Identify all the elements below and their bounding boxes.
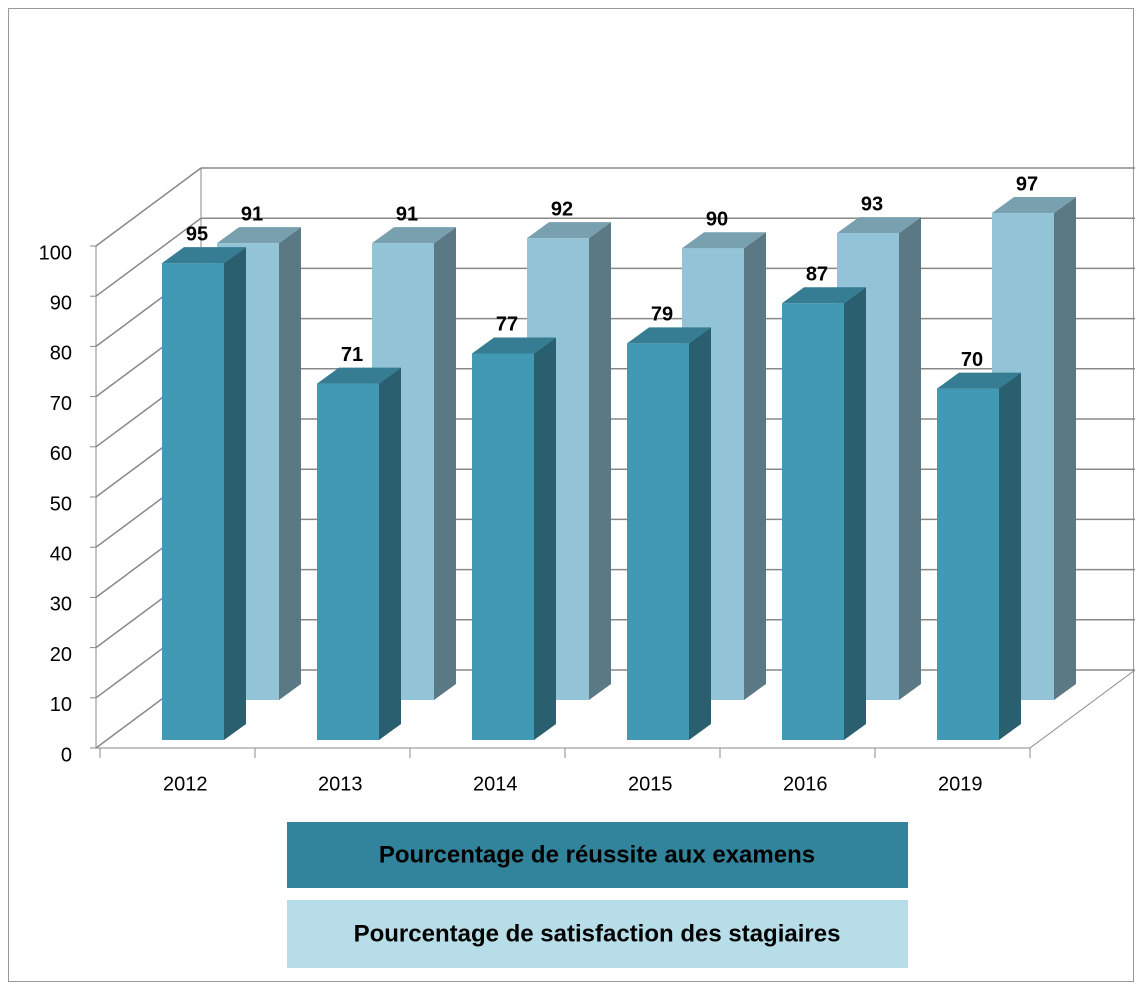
bar-top (937, 372, 1021, 389)
y-tick-label: 70 (50, 393, 72, 415)
bar-side (379, 367, 401, 740)
x-tick-label: 2015 (628, 773, 673, 795)
data-label: 95 (186, 223, 208, 245)
x-tick-label: 2016 (783, 773, 828, 795)
bar-top (782, 287, 866, 304)
x-tick-label: 2014 (473, 773, 518, 795)
bar-top (217, 227, 301, 244)
bar (162, 263, 224, 740)
legend-label: Pourcentage de réussite aux examens (379, 841, 815, 868)
bar-top (837, 217, 921, 234)
data-label: 92 (551, 198, 573, 220)
y-tick-label: 0 (61, 744, 72, 766)
bar-side (434, 227, 456, 700)
x-tick-label: 2012 (163, 773, 208, 795)
grid-line (95, 217, 202, 297)
y-tick-label: 80 (50, 343, 72, 365)
bar (317, 383, 379, 740)
y-tick-label: 90 (50, 292, 72, 314)
data-label: 97 (1016, 173, 1038, 195)
bar-top (682, 232, 766, 249)
y-tick-label: 10 (50, 694, 72, 716)
bar (937, 388, 999, 740)
bar-side (589, 222, 611, 700)
bar-top (527, 222, 611, 239)
bar-side (899, 217, 921, 700)
bar-top (162, 247, 246, 264)
floor-edge (1029, 669, 1136, 749)
legend-swatch (287, 900, 908, 968)
chart-border (8, 8, 1134, 982)
bar-side (534, 337, 556, 740)
data-label: 79 (651, 304, 673, 326)
bar-top (627, 327, 711, 344)
bar (782, 303, 844, 740)
y-tick-label: 30 (50, 594, 72, 616)
grid-line (95, 167, 202, 247)
y-tick-label: 40 (50, 543, 72, 565)
bar-side (744, 232, 766, 700)
data-label: 93 (861, 193, 883, 215)
legend-swatch (287, 822, 908, 888)
bar-top (317, 367, 401, 384)
x-tick-label: 2019 (938, 773, 983, 795)
bar-side (224, 247, 246, 740)
y-tick-label: 20 (50, 644, 72, 666)
data-label: 71 (341, 344, 363, 366)
data-label: 87 (806, 264, 828, 286)
data-label: 90 (706, 208, 728, 230)
bar-top (992, 197, 1076, 214)
y-tick-label: 50 (50, 493, 72, 515)
y-tick-label: 60 (50, 443, 72, 465)
bar-side (844, 287, 866, 740)
y-tick-label: 100 (39, 242, 72, 264)
data-label: 70 (961, 349, 983, 371)
bar-top (472, 337, 556, 354)
data-label: 91 (241, 203, 263, 225)
bar-top (372, 227, 456, 244)
legend-label: Pourcentage de satisfaction des stagiair… (354, 920, 841, 947)
bar-side (1054, 197, 1076, 700)
bar-side (279, 227, 301, 700)
data-label: 77 (496, 314, 518, 336)
data-label: 91 (396, 203, 418, 225)
bar (472, 353, 534, 740)
bar (627, 343, 689, 740)
bar-side (689, 327, 711, 740)
x-tick-label: 2013 (318, 773, 363, 795)
bar-side (999, 372, 1021, 740)
